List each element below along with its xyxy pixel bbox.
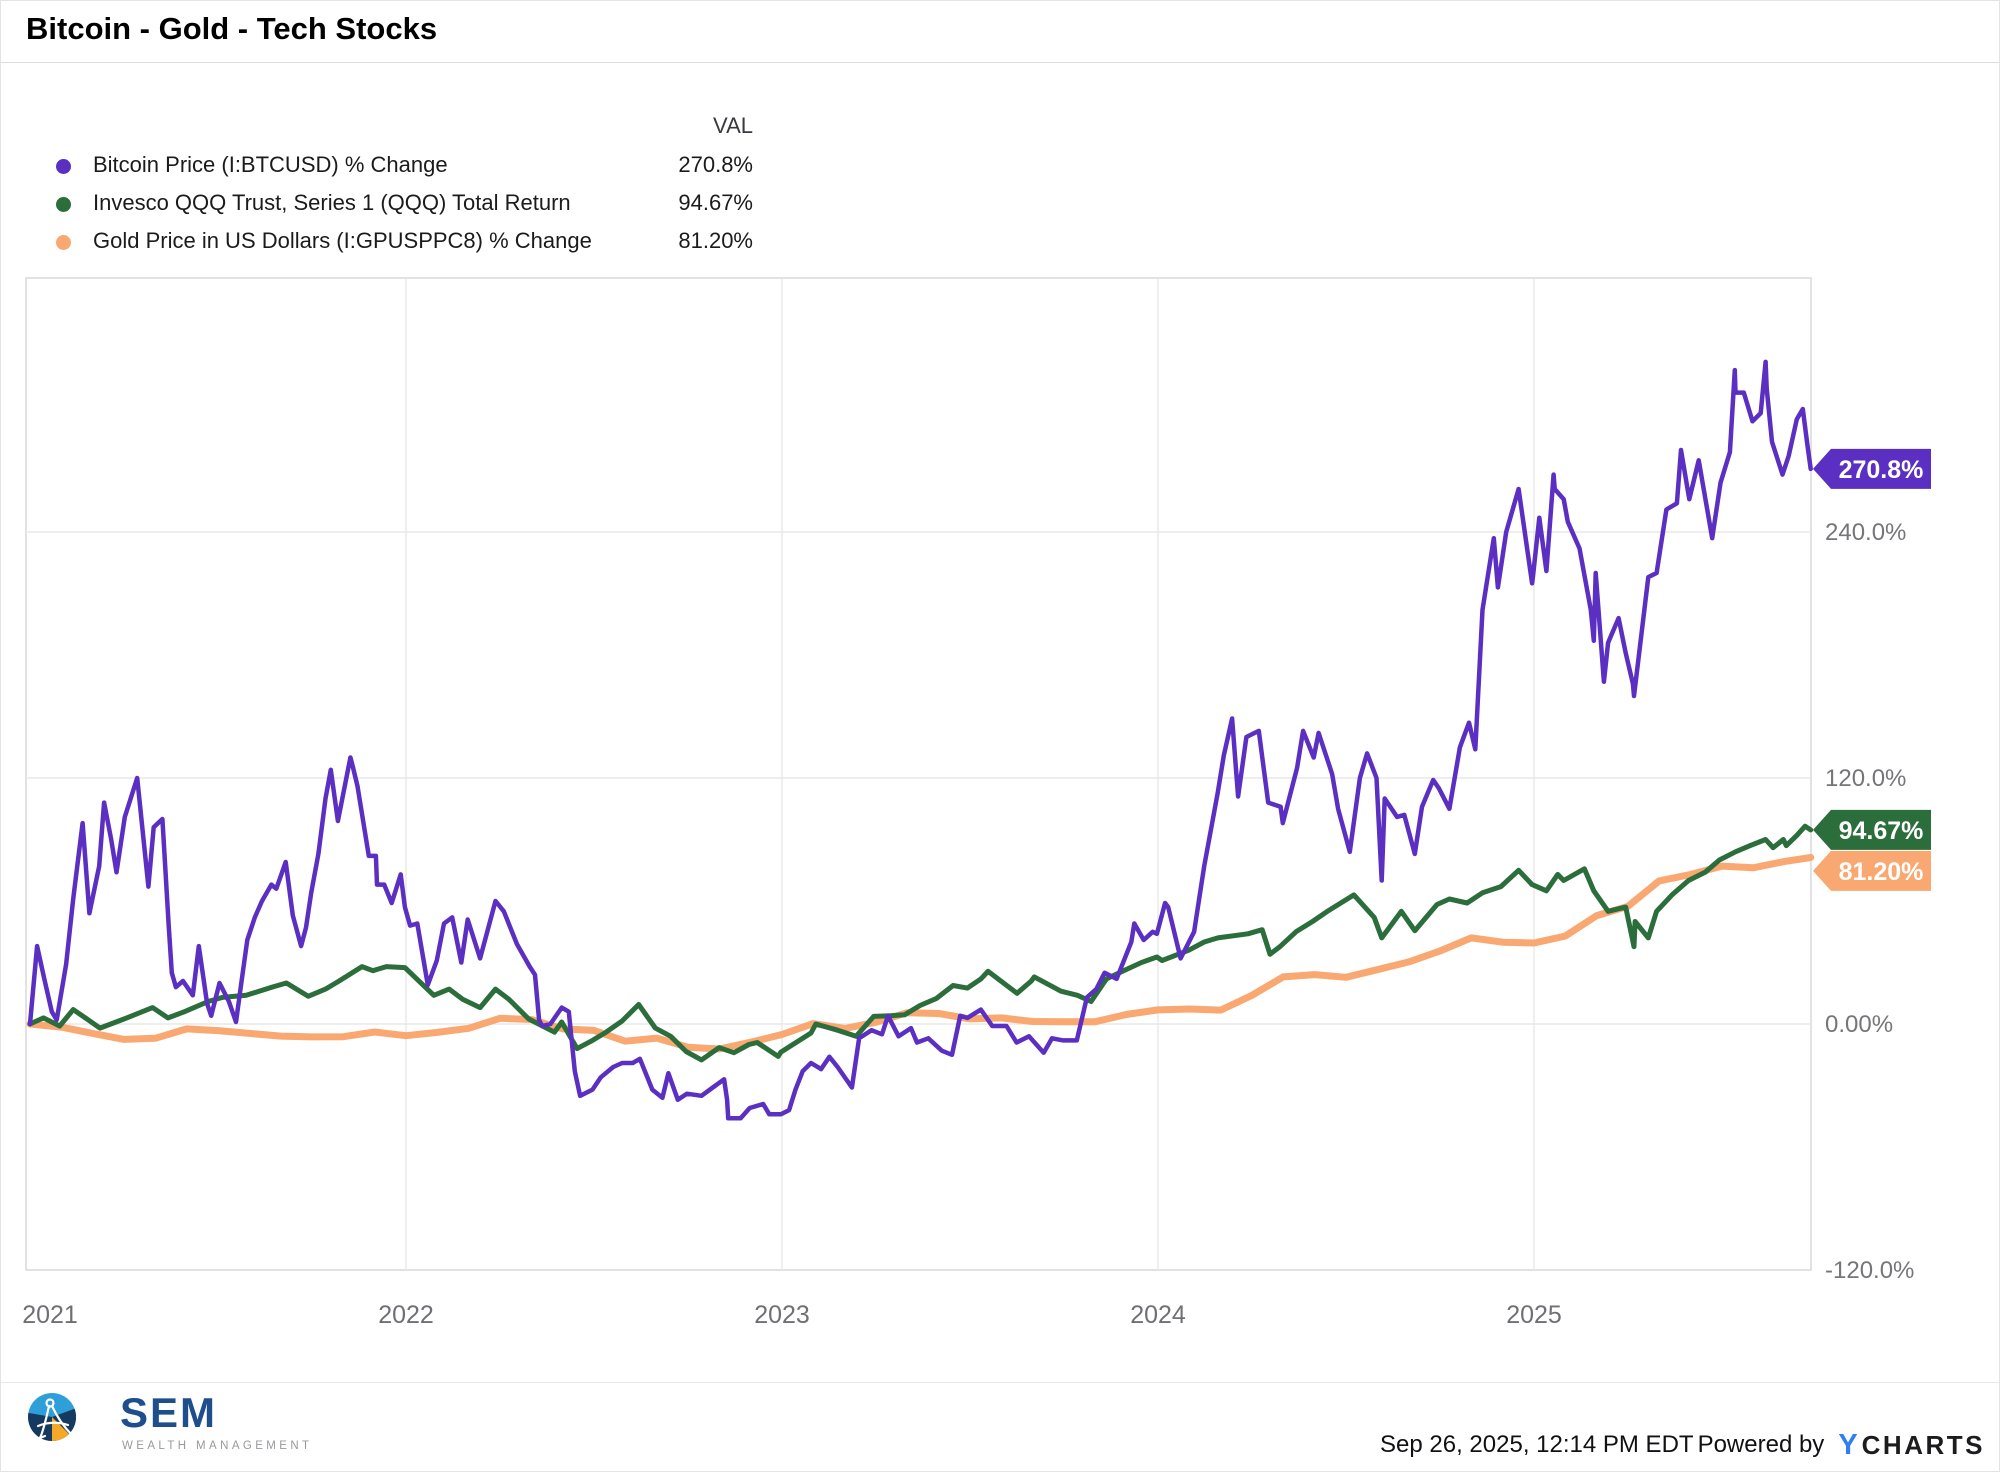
legend: VAL Bitcoin Price (I:BTCUSD) % Change 27…	[51, 1, 753, 271]
footer-timestamp: Sep 26, 2025, 12:14 PM EDT	[1380, 1431, 1694, 1458]
y-axis-tick-label: -120.0%	[1825, 1257, 1914, 1284]
legend-row: Gold Price in US Dollars (I:GPUSPPC8) % …	[51, 227, 753, 265]
legend-dot-icon	[56, 197, 71, 212]
y-axis-tick-label: 120.0%	[1825, 765, 1906, 792]
x-axis-tick-label: 2022	[378, 1301, 434, 1329]
legend-item-value: 81.20%	[678, 228, 753, 253]
legend-item-label: Invesco QQQ Trust, Series 1 (QQQ) Total …	[93, 190, 571, 215]
value-badge-label: 94.67%	[1839, 817, 1924, 845]
footer-divider	[1, 1382, 1999, 1383]
title-divider	[1, 62, 1999, 63]
sem-logo-subtext: WEALTH MANAGEMENT	[122, 1440, 313, 1452]
sem-logo-text: SEM	[120, 1389, 218, 1436]
sem-logo-mark-icon	[28, 1393, 77, 1442]
legend-row: Bitcoin Price (I:BTCUSD) % Change 270.8%	[51, 151, 753, 189]
legend-val-header: VAL	[713, 113, 753, 138]
powered-by-label: Powered by	[1697, 1431, 1825, 1458]
legend-row: Invesco QQQ Trust, Series 1 (QQQ) Total …	[51, 189, 753, 227]
x-axis-tick-label: 2025	[1506, 1301, 1562, 1329]
page-title: Bitcoin - Gold - Tech Stocks	[26, 11, 438, 46]
y-axis-tick-label: 0.00%	[1825, 1011, 1893, 1038]
x-axis-tick-label: 2021	[22, 1301, 78, 1329]
gold-line	[26, 854, 1815, 1053]
value-badge-gold	[1813, 850, 1931, 891]
plot-border	[25, 277, 1812, 1271]
value-badge-bitcoin	[1813, 448, 1931, 489]
legend-item-value: 94.67%	[678, 190, 753, 215]
ycharts-logo-charts: CHARTS	[1861, 1429, 1985, 1460]
legend-item-label: Gold Price in US Dollars (I:GPUSPPC8) % …	[93, 228, 592, 253]
bitcoin-line	[27, 359, 1813, 1121]
sem-logo: SEM WEALTH MANAGEMENT	[28, 1389, 328, 1463]
y-axis-tick-label: 240.0%	[1825, 519, 1906, 546]
qqq-line	[27, 823, 1814, 1063]
footer-attribution: Sep 26, 2025, 12:14 PM EDT Powered by Y …	[1380, 1425, 1985, 1465]
ycharts-logo-y: Y	[1838, 1428, 1858, 1461]
legend-item-value: 270.8%	[678, 152, 753, 177]
legend-item-label: Bitcoin Price (I:BTCUSD) % Change	[93, 152, 448, 177]
value-badge-qqq	[1813, 809, 1931, 850]
legend-dot-icon	[56, 159, 71, 174]
value-badge-label: 270.8%	[1839, 456, 1924, 484]
x-axis-tick-label: 2024	[1130, 1301, 1186, 1329]
x-axis-tick-label: 2023	[754, 1301, 810, 1329]
legend-dot-icon	[56, 235, 71, 250]
value-badge-label: 81.20%	[1839, 858, 1924, 886]
